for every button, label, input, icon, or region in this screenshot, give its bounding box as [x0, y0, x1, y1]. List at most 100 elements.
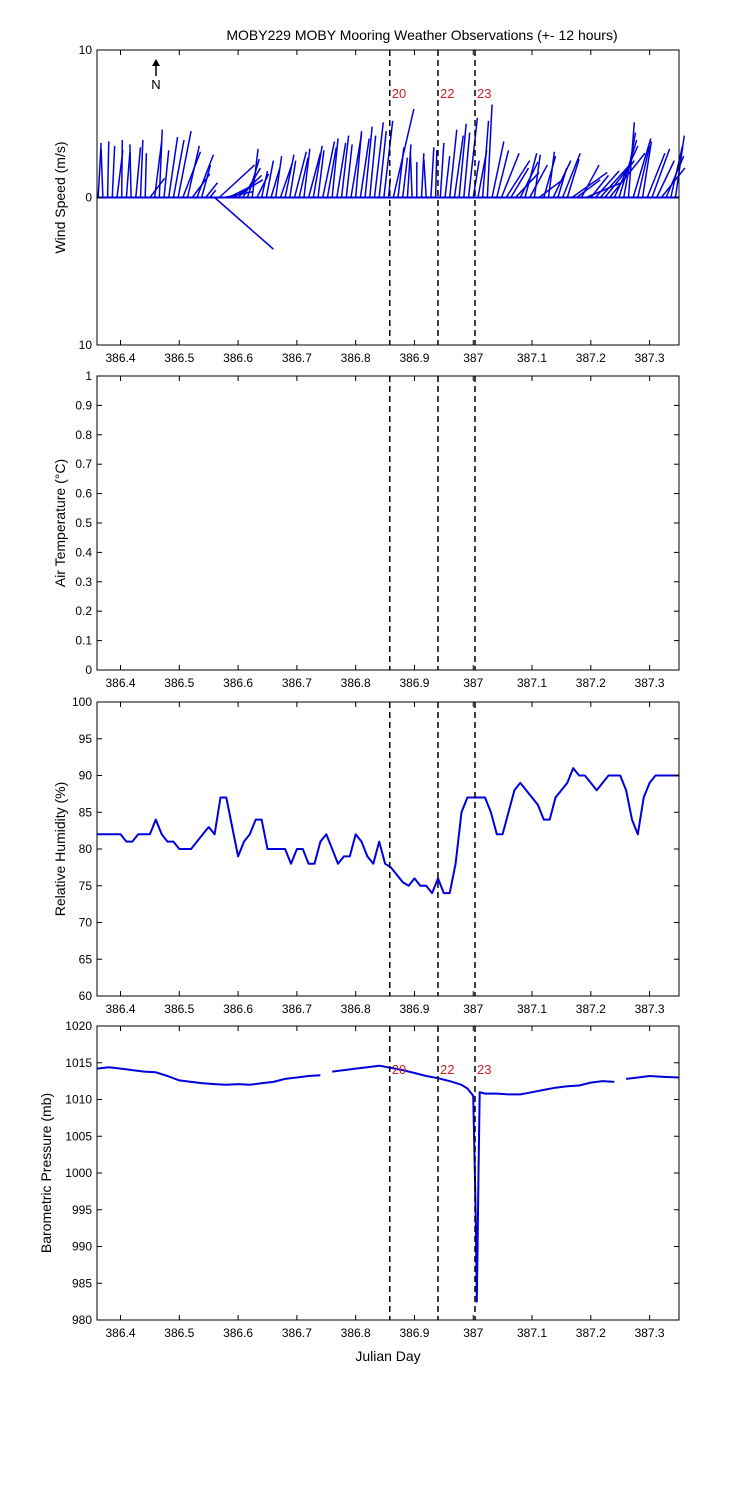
wind-vector	[533, 154, 542, 198]
wind-vector	[423, 159, 427, 198]
y-tick-label: 1020	[65, 1019, 92, 1033]
y-tick-label: 70	[79, 916, 93, 930]
wind-vector	[529, 164, 548, 198]
wind-vector	[345, 144, 353, 198]
wind-vector	[182, 151, 202, 198]
y-tick-label: 10	[79, 43, 93, 57]
x-tick-label: 386.4	[105, 1326, 135, 1340]
x-tick-label: 387	[463, 1002, 483, 1016]
x-tick-label: 387.1	[517, 1326, 547, 1340]
x-tick-label: 386.5	[164, 676, 194, 690]
wind-vector	[284, 154, 295, 198]
series-line	[96, 1066, 321, 1086]
x-tick-label: 387.1	[517, 351, 547, 365]
wind-vector	[312, 145, 323, 198]
x-tick-label: 386.4	[105, 351, 135, 365]
x-tick-label: 387.2	[576, 1326, 606, 1340]
wind-vector	[594, 170, 620, 198]
y-tick-label: 95	[79, 732, 93, 746]
y-tick-label: 985	[72, 1276, 92, 1290]
wind-vector	[552, 160, 572, 198]
x-tick-label: 386.5	[164, 1002, 194, 1016]
wind-vector	[576, 179, 601, 199]
x-tick-label: 386.8	[341, 351, 371, 365]
x-tick-label: 386.6	[223, 676, 253, 690]
wind-vector	[120, 139, 124, 198]
x-tick-label: 387.2	[576, 351, 606, 365]
y-tick-label: 0.2	[75, 604, 92, 618]
wind-vector	[100, 148, 104, 198]
wind-vector	[571, 171, 608, 199]
wind-vector	[303, 148, 311, 198]
wind-vector	[317, 150, 325, 198]
wind-vector	[270, 167, 281, 198]
wind-vector	[326, 147, 338, 198]
wind-vector	[561, 152, 581, 198]
wind-vector	[246, 158, 260, 198]
wind-vector	[651, 148, 671, 198]
wind-vector	[496, 150, 510, 198]
wind-vector	[632, 138, 652, 198]
wind-vector	[359, 138, 370, 198]
x-tick-label: 386.6	[223, 351, 253, 365]
x-tick-label: 387.3	[635, 1002, 665, 1016]
wind-vector	[106, 141, 110, 198]
wind-vector	[186, 145, 201, 198]
wind-vector	[265, 160, 275, 198]
wind-vector	[200, 164, 212, 198]
wind-vector	[177, 130, 192, 198]
wind-vector	[670, 145, 684, 198]
wind-vector	[486, 104, 493, 198]
wind-vector	[467, 117, 479, 198]
x-tick-label: 386.5	[164, 1326, 194, 1340]
wind-vector	[458, 123, 467, 198]
wind-vector	[322, 141, 336, 198]
y-tick-label: 0.4	[75, 545, 92, 559]
y-tick-label: 80	[79, 842, 93, 856]
wind-vector	[298, 157, 309, 198]
y-tick-label: 60	[79, 989, 93, 1003]
x-tick-label: 386.5	[164, 351, 194, 365]
x-tick-label: 386.7	[282, 676, 312, 690]
x-tick-label: 386.6	[223, 1002, 253, 1016]
wind-vector	[135, 147, 142, 198]
wind-vector	[129, 144, 132, 198]
y-tick-label: 85	[79, 805, 93, 819]
wind-vector	[260, 170, 269, 198]
x-tick-label: 386.7	[282, 1326, 312, 1340]
x-tick-label: 387.3	[635, 676, 665, 690]
y-axis-label: Air Temperature (°C)	[52, 459, 68, 587]
y-tick-label: 0.7	[75, 457, 92, 471]
axes-frame	[96, 1025, 680, 1321]
y-tick-label: 0.5	[75, 516, 92, 530]
x-tick-label: 386.6	[223, 1326, 253, 1340]
y-tick-label: 1015	[65, 1056, 92, 1070]
wind-vector	[510, 167, 530, 198]
x-tick-label: 387.1	[517, 676, 547, 690]
wind-vector	[336, 142, 347, 198]
y-tick-label: 1010	[65, 1093, 92, 1107]
x-tick-label: 387.1	[517, 1002, 547, 1016]
x-tick-label: 386.7	[282, 1002, 312, 1016]
y-tick-label: 0.6	[75, 487, 92, 501]
wind-vector	[340, 135, 350, 198]
wind-vector	[354, 131, 363, 198]
wind-vector	[111, 145, 116, 198]
wind-vector	[409, 151, 413, 198]
wind-vector	[524, 153, 538, 198]
wind-vector	[448, 129, 458, 198]
marker-label: 23	[477, 86, 491, 101]
wind-vector	[209, 189, 217, 198]
wind-vector	[205, 182, 219, 198]
wind-vector	[149, 177, 166, 198]
x-axis-label: Julian Day	[355, 1348, 420, 1364]
wind-vector	[674, 135, 686, 198]
wind-vector	[293, 151, 308, 198]
wind-vector	[580, 164, 600, 198]
y-tick-label: 995	[72, 1203, 92, 1217]
x-tick-label: 387.3	[635, 1326, 665, 1340]
y-tick-label: 0.8	[75, 428, 92, 442]
wind-vector	[364, 126, 373, 198]
y-tick-label: 980	[72, 1313, 92, 1327]
y-tick-label: 990	[72, 1240, 92, 1254]
